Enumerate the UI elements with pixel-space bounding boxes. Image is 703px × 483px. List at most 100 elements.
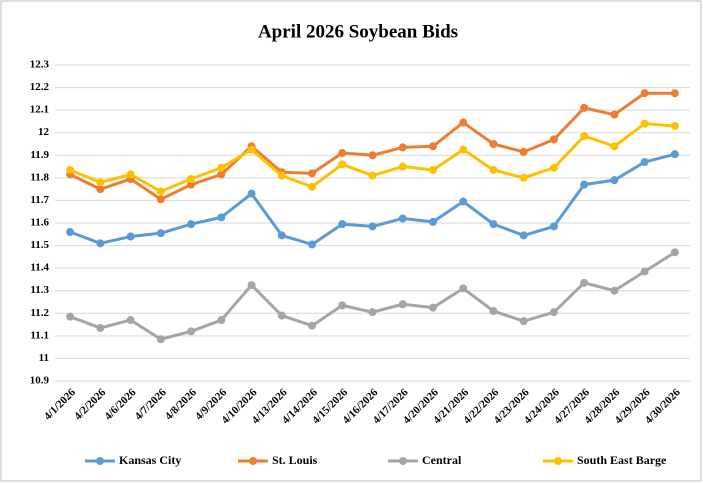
data-point xyxy=(126,316,135,325)
legend-label: Kansas City xyxy=(119,453,181,467)
y-tick-label: 11 xyxy=(39,352,49,364)
data-point xyxy=(640,119,649,128)
data-point xyxy=(277,171,286,180)
data-point xyxy=(580,103,589,112)
data-point xyxy=(156,187,165,196)
data-point xyxy=(549,163,558,172)
data-point xyxy=(398,162,407,171)
data-point xyxy=(156,335,165,344)
data-point xyxy=(308,169,317,178)
y-tick-label: 11.1 xyxy=(30,329,49,341)
data-point xyxy=(580,132,589,141)
data-point xyxy=(156,229,165,238)
data-point xyxy=(489,307,498,316)
data-point xyxy=(277,231,286,240)
data-point xyxy=(580,180,589,189)
data-point xyxy=(428,303,437,312)
data-point xyxy=(670,121,679,130)
data-point xyxy=(96,178,105,187)
data-point xyxy=(670,89,679,98)
data-point xyxy=(368,222,377,231)
data-point xyxy=(519,317,528,326)
data-point xyxy=(610,110,619,119)
data-point xyxy=(308,182,317,191)
data-point xyxy=(96,323,105,332)
data-point xyxy=(338,301,347,310)
data-point xyxy=(217,213,226,222)
data-point xyxy=(610,142,619,151)
data-point xyxy=(277,311,286,320)
data-point xyxy=(187,327,196,336)
data-point xyxy=(428,142,437,151)
data-point xyxy=(459,145,468,154)
data-point xyxy=(428,217,437,226)
data-point xyxy=(519,147,528,156)
data-point xyxy=(66,228,75,237)
data-point xyxy=(368,171,377,180)
data-point xyxy=(459,197,468,206)
y-tick-label: 11.5 xyxy=(30,239,49,251)
data-point xyxy=(187,174,196,183)
data-point xyxy=(66,312,75,321)
data-point xyxy=(610,286,619,295)
data-point xyxy=(670,248,679,257)
data-point xyxy=(368,151,377,160)
y-tick-label: 11.9 xyxy=(30,149,49,161)
data-point xyxy=(247,189,256,198)
data-point xyxy=(338,160,347,169)
data-point xyxy=(519,231,528,240)
legend-marker xyxy=(249,457,257,465)
data-point xyxy=(398,300,407,309)
data-point xyxy=(368,308,377,317)
data-point xyxy=(489,140,498,148)
y-tick-label: 11.3 xyxy=(30,284,49,296)
y-tick-label: 12.2 xyxy=(30,81,50,93)
legend-label: Central xyxy=(422,453,462,467)
data-point xyxy=(519,173,528,182)
y-tick-label: 10.9 xyxy=(30,375,50,387)
data-point xyxy=(308,321,317,330)
data-point xyxy=(670,150,679,159)
data-point xyxy=(610,176,619,185)
y-tick-label: 12.1 xyxy=(30,104,49,116)
data-point xyxy=(489,165,498,174)
legend-marker xyxy=(96,457,104,465)
y-tick-label: 11.4 xyxy=(30,262,49,274)
data-point xyxy=(308,240,317,249)
y-tick-label: 12.3 xyxy=(30,59,50,71)
data-point xyxy=(126,170,135,179)
data-point xyxy=(96,239,105,248)
data-point xyxy=(247,145,256,154)
data-point xyxy=(96,185,105,194)
legend-marker xyxy=(399,457,407,465)
data-point xyxy=(549,308,558,317)
legend-marker xyxy=(554,457,562,465)
data-point xyxy=(338,220,347,229)
y-tick-label: 11.6 xyxy=(30,217,49,229)
data-point xyxy=(126,232,135,241)
legend-label: South East Barge xyxy=(577,453,667,467)
data-point xyxy=(580,278,589,287)
data-point xyxy=(640,158,649,167)
data-point xyxy=(247,281,256,290)
y-tick-label: 11.8 xyxy=(30,171,49,183)
data-point xyxy=(640,89,649,98)
data-point xyxy=(489,220,498,229)
y-tick-label: 12 xyxy=(38,126,50,138)
data-point xyxy=(338,149,347,158)
y-tick-label: 11.7 xyxy=(30,194,49,206)
data-point xyxy=(549,222,558,231)
data-point xyxy=(398,143,407,152)
y-tick-label: 11.2 xyxy=(30,307,49,319)
data-point xyxy=(459,284,468,293)
chart-title: April 2026 Soybean Bids xyxy=(258,21,458,42)
data-point xyxy=(187,180,196,189)
data-point xyxy=(398,214,407,223)
data-point xyxy=(156,195,165,204)
data-point xyxy=(66,165,75,174)
data-point xyxy=(217,316,226,325)
data-point xyxy=(217,170,226,179)
data-point xyxy=(459,118,468,127)
